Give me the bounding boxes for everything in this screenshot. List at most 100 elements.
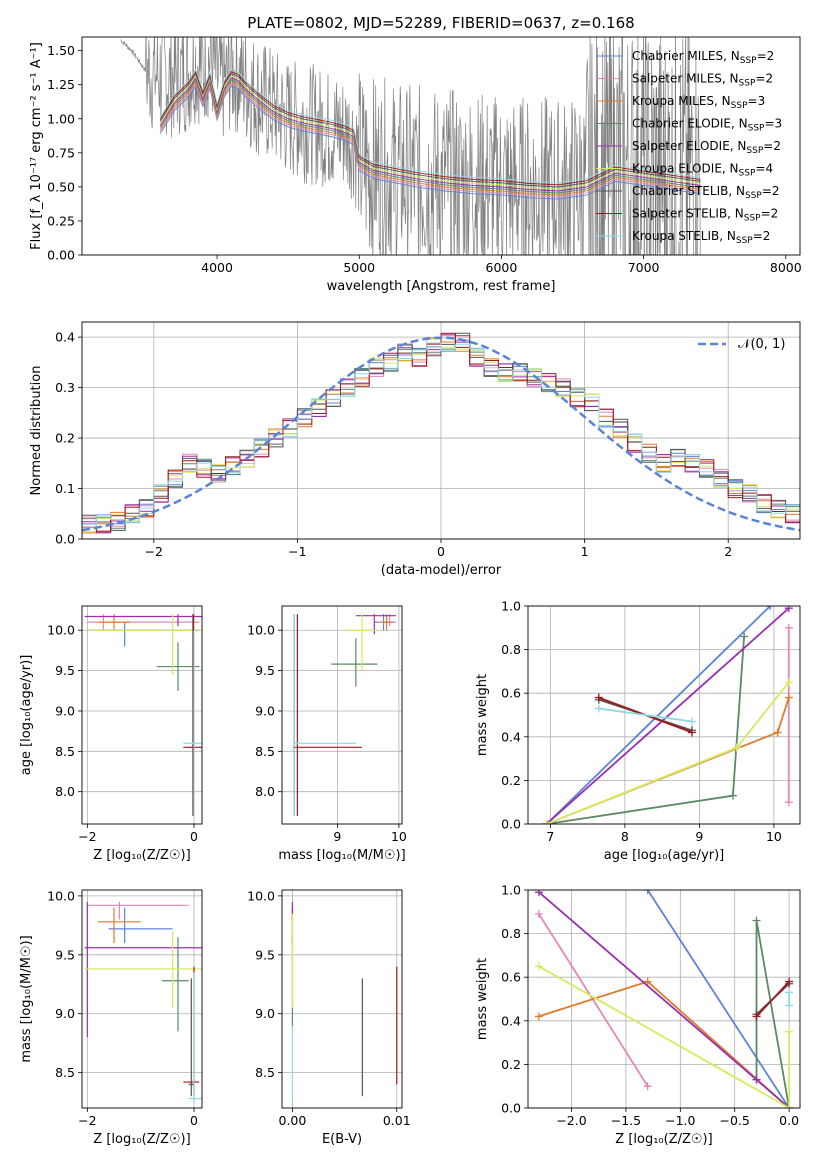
weight-line <box>546 681 790 824</box>
errorbar-point <box>188 972 202 1103</box>
axes-frame <box>527 889 801 1109</box>
spectrum-panel: 4000 5000 6000 7000 8000 0.00 0.25 0.50 0.75 1.00… <box>29 36 802 294</box>
tick-label-y: 0.50 <box>47 179 75 194</box>
axes: −2.0 −1.5 −1.0 −0.5 0.0 0.0 0.2 0.4 0.6 0.8 1.0 Z [… <box>475 883 801 1147</box>
plot-area <box>291 901 398 1103</box>
grid <box>282 890 402 1108</box>
model-spectrum-line <box>159 80 701 196</box>
tick-label-x: −2 <box>145 544 163 559</box>
weight-marker <box>784 623 793 632</box>
y-axis-label: mass [log₁₀(M/M☉)] <box>19 935 34 1062</box>
legend-subscript: SSP <box>736 236 753 246</box>
tick-label-x: 4000 <box>201 260 233 275</box>
tick-label-x: 7000 <box>628 260 660 275</box>
legend-subscript: SSP <box>739 169 756 179</box>
model-spectrum-line <box>159 70 701 186</box>
age-vs-mass-panel: 9 10 8.0 8.5 9.0 9.5 10.0 mass [log₁₀(M/M☉)] <box>247 605 407 863</box>
mass-vs-ebv-panel: 0.00 0.01 8.5 9.0 9.5 10.0 E(B-V) <box>247 888 411 1147</box>
weight-marker <box>784 606 793 613</box>
tick-label-y: 1.0 <box>501 883 521 898</box>
weight-marker <box>785 977 794 986</box>
errorbar-point <box>87 614 202 675</box>
tick-label-y: 9.0 <box>255 703 275 718</box>
tick-label-x: −2.0 <box>556 1113 586 1128</box>
tick-label-y: 0.00 <box>47 248 75 263</box>
weight-marker <box>534 962 543 971</box>
axes-frame <box>81 321 801 540</box>
errorbar-point <box>188 978 194 1097</box>
tick-label-x: 8 <box>621 829 629 844</box>
tick-label-y: 8.0 <box>55 784 75 799</box>
legend-subscript: SSP <box>740 56 757 66</box>
weight-line <box>755 920 790 1108</box>
tick-label-y: 9.0 <box>55 703 75 718</box>
axes-frame <box>81 889 203 1109</box>
legend-count: =2 <box>762 184 780 198</box>
tick-label-x: −0.5 <box>720 1113 750 1128</box>
legend-subscript: SSP <box>748 124 765 134</box>
weight-line <box>538 913 649 1087</box>
tick-label-x: −2 <box>78 1113 96 1128</box>
legend-label: Salpeter MILES, NSSP=2 <box>632 72 773 89</box>
legend-label: Chabrier MILES, NSSP=2 <box>632 49 774 66</box>
weight-marker <box>766 606 775 610</box>
tick-label-y: 1.00 <box>47 111 75 126</box>
axes: −2 0 8.5 9.0 9.5 10.0 Z [log₁₀(Z/Z☉)] mass [log… <box>19 888 203 1147</box>
plot-area <box>120 37 701 255</box>
tick-label-x: 0.00 <box>279 1113 307 1128</box>
errorbar-point <box>183 614 202 816</box>
legend-count: =2 <box>757 49 775 63</box>
tick-label-x: 2 <box>724 544 732 559</box>
weight-line <box>545 606 771 824</box>
legend-subscript: SSP <box>739 79 756 89</box>
residuals-panel: −2 −1 0 1 2 0.0 0.1 0.2 0.3 0.4 (data-model)/error… <box>29 321 801 578</box>
weight-vs-metallicity-panel: −2.0 −1.5 −1.0 −0.5 0.0 0.0 0.2 0.4 0.6 0.8 1.0 Z [… <box>475 883 801 1147</box>
plot-area <box>534 890 794 1108</box>
weight-line <box>598 707 693 723</box>
tick-label-x: 5000 <box>343 260 375 275</box>
y-axis-label: mass weight <box>475 958 490 1040</box>
tick-label-y: 0.8 <box>501 926 521 941</box>
tick-label-y: 0.4 <box>501 729 521 744</box>
legend-count: =4 <box>755 162 773 176</box>
tick-label-y: 8.5 <box>55 744 75 759</box>
tick-label-x: 10 <box>766 829 782 844</box>
tick-label-y: 0.0 <box>55 532 75 547</box>
legend-label: Kroupa ELODIE, NSSP=4 <box>632 162 773 179</box>
legend-label: Kroupa STELIB, NSSP=2 <box>632 229 770 246</box>
tick-label-x: 6000 <box>486 260 518 275</box>
tick-label-y: 8.5 <box>255 744 275 759</box>
tick-label-y: 9.5 <box>255 947 275 962</box>
grid <box>82 606 202 824</box>
weight-marker <box>687 728 696 737</box>
age-vs-metallicity-panel: −2 0 8.0 8.5 9.0 9.5 10.0 Z [log₁₀(Z/Z☉)] age [l… <box>19 605 203 863</box>
tick-label-x: 0.0 <box>779 1113 799 1128</box>
model-spectrum-line <box>159 85 701 200</box>
x-axis-label: mass [log₁₀(M/M☉)] <box>278 848 405 863</box>
tick-label-y: 0.4 <box>501 1013 521 1028</box>
legend-count: =2 <box>753 229 771 243</box>
errorbar-point <box>87 622 200 647</box>
tick-label-x: 10 <box>391 829 407 844</box>
residual-histogram <box>82 333 800 533</box>
errorbar-point <box>293 614 356 816</box>
axes: −2 0 8.0 8.5 9.0 9.5 10.0 Z [log₁₀(Z/Z☉)] age [l… <box>19 605 203 863</box>
weight-line <box>546 607 790 824</box>
weight-marker <box>534 909 543 918</box>
errorbar-point <box>108 907 173 944</box>
legend-subscript: SSP <box>744 214 761 224</box>
weight-marker <box>752 1012 761 1021</box>
tick-label-x: 0.01 <box>383 1113 411 1128</box>
weight-marker <box>594 693 603 702</box>
weight-marker <box>752 916 761 925</box>
errorbar-point <box>84 614 202 627</box>
errorbar-point <box>87 901 189 920</box>
plot-area <box>84 901 202 1103</box>
tick-label-y: 0.0 <box>501 817 521 832</box>
tick-label-x: 0 <box>190 1113 198 1128</box>
weight-marker <box>643 890 652 894</box>
grid <box>528 605 800 825</box>
errorbar-point <box>98 907 141 944</box>
weight-marker <box>784 678 793 687</box>
